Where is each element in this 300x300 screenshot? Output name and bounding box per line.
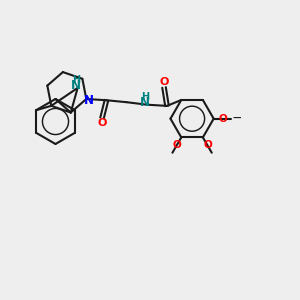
Text: N: N [71, 79, 81, 92]
Text: O: O [219, 114, 227, 124]
Text: N: N [140, 96, 150, 109]
Text: O: O [172, 140, 181, 151]
Text: O: O [203, 140, 212, 151]
Text: H: H [72, 75, 80, 85]
Text: H: H [141, 92, 149, 102]
Text: —: — [233, 114, 241, 123]
Text: N: N [84, 94, 94, 107]
Text: O: O [159, 77, 169, 87]
Text: O: O [98, 118, 107, 128]
